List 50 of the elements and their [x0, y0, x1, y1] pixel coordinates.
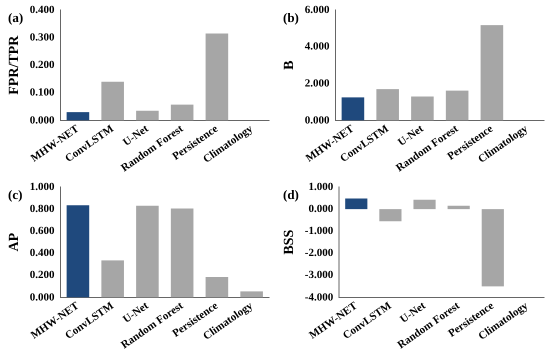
y-tick-label: -4.000	[304, 291, 334, 304]
y-tick-label: 0.000	[308, 202, 334, 215]
y-tick-label: -3.000	[304, 269, 334, 282]
bar	[411, 96, 434, 120]
y-axis-title: B	[282, 60, 298, 70]
bar	[101, 260, 124, 298]
bar	[170, 208, 194, 298]
bar	[206, 33, 228, 120]
y-axis-title: AP	[7, 232, 22, 252]
y-tick-label: 0.200	[30, 269, 56, 282]
text: (d)	[283, 186, 299, 202]
bar	[170, 104, 194, 120]
bar	[448, 206, 470, 210]
text: (b)	[283, 10, 299, 25]
bar	[345, 198, 368, 210]
y-tick-label: 6.000	[304, 4, 330, 16]
bar	[413, 200, 436, 210]
bar	[376, 89, 399, 120]
bar	[482, 209, 504, 286]
y-tick-label: 0.400	[30, 247, 56, 260]
bar	[379, 209, 402, 222]
bar	[206, 276, 228, 298]
y-tick-label: 0.400	[30, 4, 56, 16]
y-tick-label: 0.300	[30, 31, 56, 44]
y-tick-label: -2.000	[304, 247, 334, 260]
y-tick-label: 0.100	[30, 86, 56, 99]
y-tick-label: 0.000	[30, 114, 56, 126]
text: (c)	[8, 186, 22, 202]
y-tick-label: -1.000	[304, 225, 334, 238]
y-tick-label: 1.000	[308, 180, 334, 193]
bar	[136, 206, 159, 298]
y-tick-label: 0.600	[30, 225, 56, 238]
y-tick-label: 2.000	[304, 77, 330, 90]
y-tick-label: 4.000	[304, 40, 330, 53]
bar	[342, 97, 364, 120]
y-tick-label: 0.000	[304, 114, 330, 126]
y-tick-label: 0.200	[30, 59, 56, 72]
bar	[66, 112, 90, 120]
bar	[66, 205, 90, 298]
bar	[101, 82, 124, 120]
y-tick-label: 1.000	[30, 180, 56, 193]
bar	[240, 291, 263, 298]
bar	[136, 110, 159, 120]
bar	[480, 25, 504, 120]
y-tick-label: 0.800	[30, 202, 56, 215]
y-axis-title: FPR/TPR	[7, 34, 22, 95]
y-tick-label: 0.000	[30, 291, 56, 304]
text: (a)	[8, 10, 24, 25]
y-axis-title: BSS	[282, 230, 298, 255]
bar	[446, 90, 468, 120]
